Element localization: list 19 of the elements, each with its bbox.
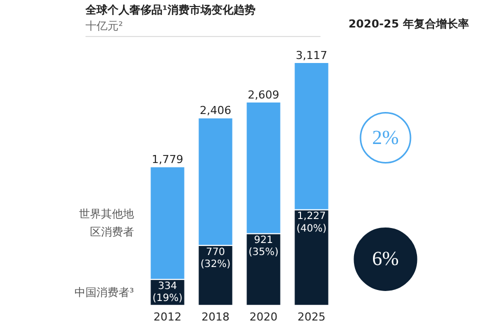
text: 2%: [372, 126, 399, 149]
total-label: 2,609: [248, 88, 280, 102]
total-label: 1,779: [152, 153, 184, 166]
data-label: 334 (19%): [152, 280, 183, 304]
data-label: 1,227 (40%): [296, 211, 327, 234]
x-tick-label: 2012: [154, 310, 182, 324]
series-label: 中国消费者³: [74, 286, 134, 299]
chart-title: 全球个人奢侈品¹消费市场变化趋势: [84, 4, 256, 16]
series-label: 世界其他地区消费者: [78, 207, 134, 239]
text: 6%: [372, 248, 399, 270]
text: 2020-25 年复合增长率: [348, 18, 469, 30]
total-label: 2,406: [200, 104, 232, 118]
data-label: 770 (32%): [200, 246, 231, 270]
data-label: 921 (35%): [248, 235, 279, 258]
x-tick-label: 2018: [202, 310, 230, 324]
chart-subtitle: 十亿元²: [86, 20, 123, 32]
x-tick-label: 2020: [250, 310, 278, 324]
x-tick-label: 2025: [298, 310, 326, 324]
total-label: 3,117: [296, 48, 328, 62]
